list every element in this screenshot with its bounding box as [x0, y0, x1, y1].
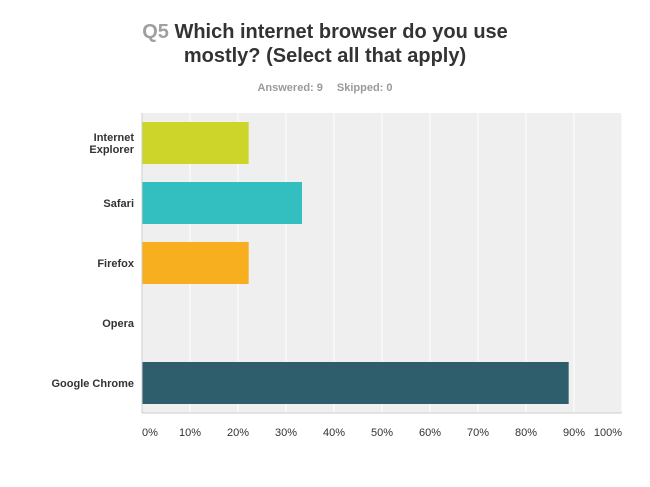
- x-tick-label: 100%: [594, 427, 622, 439]
- bar: [142, 242, 249, 284]
- answered-count: Answered: 9: [257, 82, 323, 94]
- chart-title: Q5 Which internet browser do you use mos…: [0, 20, 650, 68]
- category-label: Opera: [102, 318, 135, 330]
- question-title-line2: mostly? (Select all that apply): [183, 45, 467, 67]
- x-tick-label: 80%: [515, 427, 537, 439]
- bar: [142, 182, 302, 224]
- x-tick-label: 60%: [419, 427, 441, 439]
- x-tick-label: 50%: [371, 427, 393, 439]
- bar: [142, 362, 569, 404]
- question-title-line1: Which internet browser do you use: [174, 21, 508, 43]
- x-tick-label: 20%: [227, 427, 249, 439]
- category-label: Internet Explorer: [89, 132, 134, 156]
- x-tick-label: 10%: [179, 427, 201, 439]
- x-tick-label: 0%: [142, 427, 158, 439]
- x-tick-label: 30%: [275, 427, 297, 439]
- bar: [142, 122, 249, 164]
- category-label: Safari: [103, 198, 134, 210]
- x-tick-label: 40%: [323, 427, 345, 439]
- x-tick-label: 70%: [467, 427, 489, 439]
- skipped-count: Skipped: 0: [336, 82, 393, 94]
- question-number: Q5: [142, 21, 169, 43]
- category-label: Firefox: [97, 258, 135, 270]
- category-label: Google Chrome: [51, 378, 134, 390]
- response-stats: Answered: 9 Skipped: 0: [0, 82, 650, 94]
- x-tick-label: 90%: [563, 427, 585, 439]
